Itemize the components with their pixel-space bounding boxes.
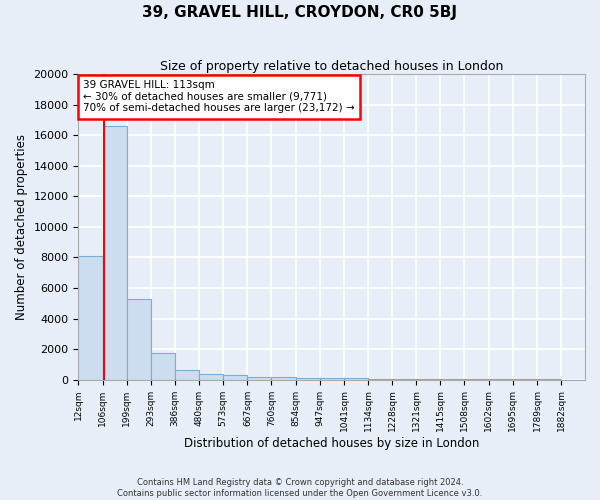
- Bar: [392, 379, 416, 380]
- Bar: [223, 376, 247, 380]
- Text: Contains HM Land Registry data © Crown copyright and database right 2024.
Contai: Contains HM Land Registry data © Crown c…: [118, 478, 482, 498]
- Bar: [489, 379, 513, 380]
- Bar: [199, 374, 223, 380]
- Bar: [79, 256, 103, 380]
- Bar: [464, 379, 489, 380]
- Bar: [344, 378, 368, 380]
- Bar: [127, 298, 151, 380]
- Text: 39 GRAVEL HILL: 113sqm
← 30% of detached houses are smaller (9,771)
70% of semi-: 39 GRAVEL HILL: 113sqm ← 30% of detached…: [83, 80, 355, 114]
- Text: 39, GRAVEL HILL, CROYDON, CR0 5BJ: 39, GRAVEL HILL, CROYDON, CR0 5BJ: [143, 5, 458, 20]
- Bar: [247, 376, 271, 380]
- Bar: [296, 378, 320, 380]
- Bar: [103, 126, 127, 380]
- Title: Size of property relative to detached houses in London: Size of property relative to detached ho…: [160, 60, 503, 73]
- Bar: [320, 378, 344, 380]
- Bar: [368, 378, 392, 380]
- Bar: [271, 378, 296, 380]
- Bar: [416, 379, 440, 380]
- Y-axis label: Number of detached properties: Number of detached properties: [15, 134, 28, 320]
- Bar: [175, 370, 199, 380]
- X-axis label: Distribution of detached houses by size in London: Distribution of detached houses by size …: [184, 437, 479, 450]
- Bar: [151, 353, 175, 380]
- Bar: [440, 379, 464, 380]
